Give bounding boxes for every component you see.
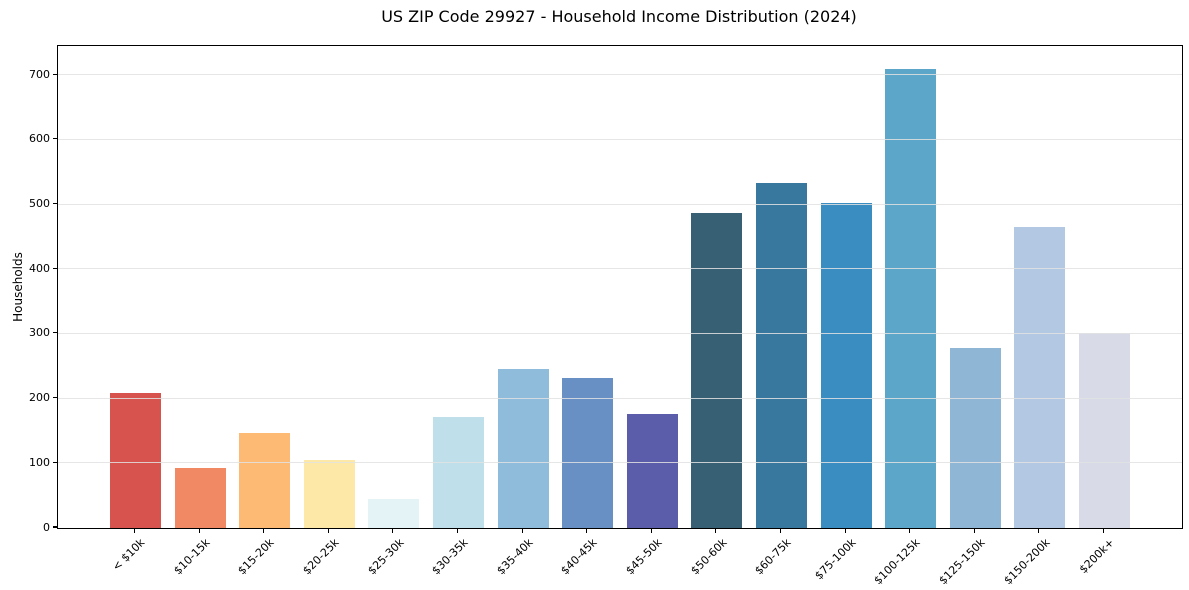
x-tick-mark — [521, 528, 523, 533]
bar — [497, 368, 549, 528]
gridline — [58, 203, 1182, 205]
y-tick-mark — [53, 267, 57, 269]
bar — [562, 377, 614, 528]
y-tick-label: 400 — [29, 261, 50, 275]
bar — [949, 348, 1001, 528]
x-tick-mark — [456, 528, 459, 533]
x-tick-mark — [973, 528, 975, 533]
gridline — [58, 268, 1182, 270]
bar — [885, 69, 937, 528]
y-tick-label: 0 — [43, 520, 50, 534]
y-tick-mark — [53, 461, 57, 463]
y-tick-mark — [53, 202, 57, 205]
y-tick-label: 600 — [29, 132, 50, 146]
x-tick-mark — [650, 528, 652, 533]
bar — [820, 202, 872, 528]
x-tick-mark — [392, 528, 394, 533]
x-tick-mark — [263, 528, 265, 533]
x-tick-mark — [844, 528, 846, 533]
y-tick-label: 500 — [29, 197, 50, 210]
bar — [433, 416, 484, 528]
y-tick-label: 700 — [29, 67, 50, 81]
y-tick-mark — [53, 73, 57, 75]
x-tick-mark — [909, 528, 911, 533]
x-tick-mark — [1038, 528, 1040, 533]
x-tick-mark — [133, 528, 136, 533]
gridline — [58, 138, 1182, 140]
gridline — [58, 332, 1182, 334]
bar — [303, 460, 355, 528]
x-tick-mark — [1102, 528, 1105, 533]
y-tick-mark — [53, 138, 57, 140]
y-tick-mark — [53, 332, 57, 334]
plot-area — [57, 45, 1183, 529]
y-tick-mark — [53, 397, 57, 399]
gridline — [58, 462, 1182, 464]
x-tick-mark — [715, 528, 717, 533]
bar — [1079, 333, 1130, 528]
y-tick-label: 100 — [29, 455, 50, 469]
bar — [110, 392, 161, 528]
chart-title: US ZIP Code 29927 - Household Income Dis… — [381, 7, 857, 26]
gridline — [58, 397, 1182, 399]
x-tick-mark — [779, 528, 782, 533]
bar — [368, 498, 420, 528]
x-tick-mark — [327, 528, 329, 533]
gridline — [58, 74, 1182, 76]
x-tick-mark — [586, 528, 588, 533]
bar — [756, 182, 807, 528]
y-tick-label: 300 — [29, 326, 50, 340]
bar — [626, 413, 678, 528]
x-tick-mark — [198, 528, 200, 533]
y-tick-label: 200 — [29, 391, 50, 405]
bar — [239, 432, 291, 528]
bar — [1014, 227, 1066, 528]
bar — [174, 467, 226, 528]
bar — [691, 212, 743, 528]
y-tick-mark — [53, 526, 57, 528]
